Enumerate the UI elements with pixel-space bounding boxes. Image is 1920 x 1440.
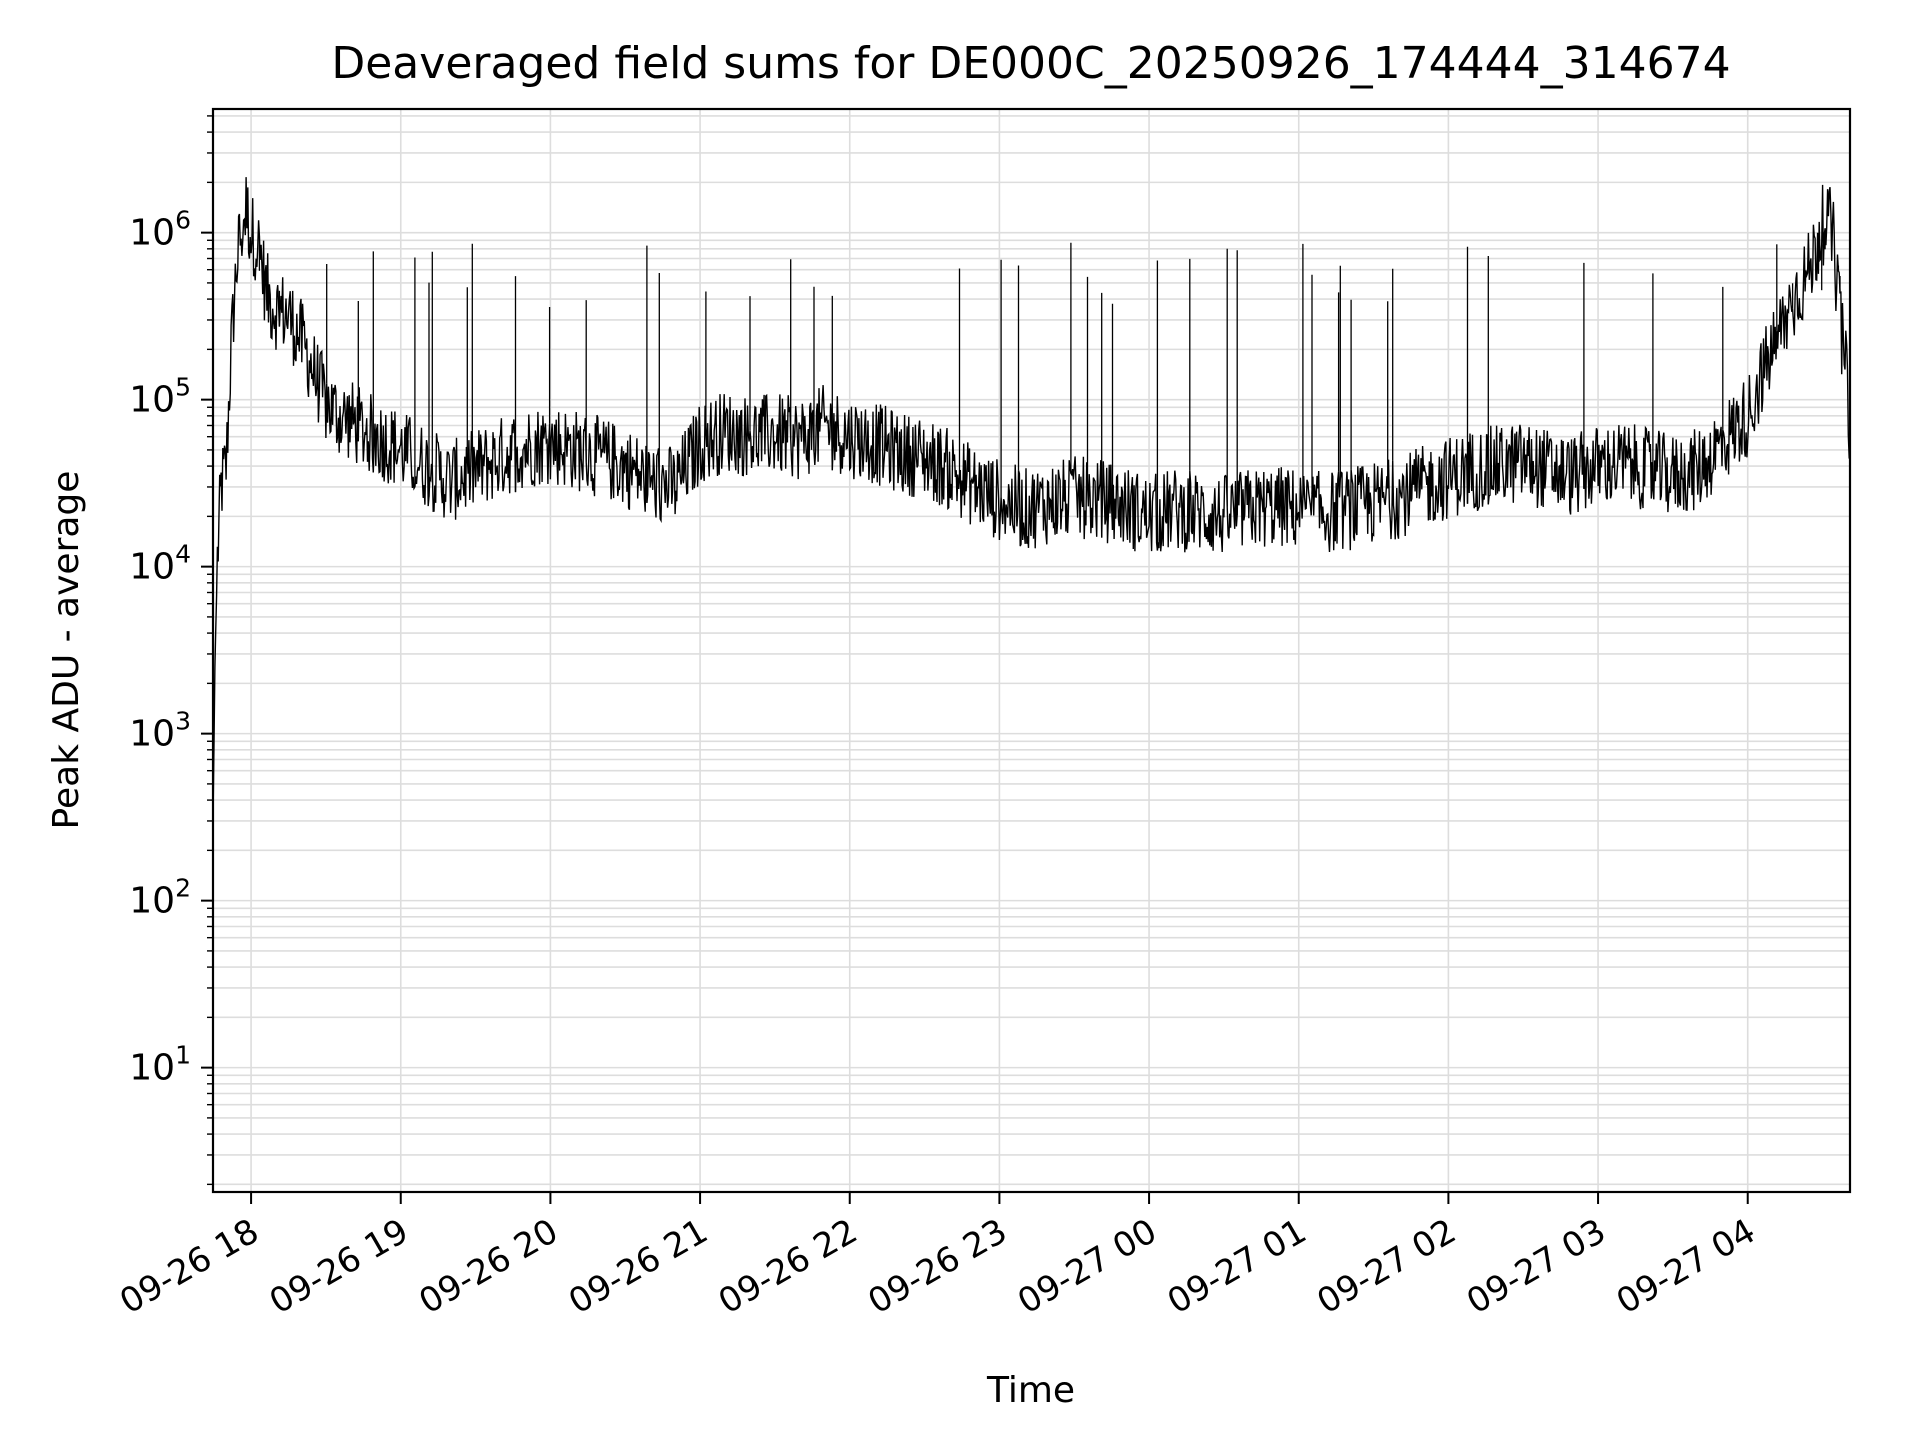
y-axis-ticks: 101 102 103 104 105 106 bbox=[129, 206, 213, 1089]
y-tick-label: 102 bbox=[129, 874, 191, 922]
series-layer bbox=[212, 177, 1851, 822]
y-tick-label: 104 bbox=[129, 540, 191, 588]
y-axis-label: Peak ADU - average bbox=[46, 471, 87, 830]
plot-frame bbox=[211, 107, 1852, 1194]
x-axis-label: Time bbox=[986, 1370, 1075, 1411]
y-tick-label: 103 bbox=[129, 707, 191, 755]
chart-title: Deaveraged field sums for DE000C_2025092… bbox=[331, 38, 1730, 89]
series-line bbox=[212, 177, 1851, 822]
noise-spikes bbox=[258, 228, 1841, 551]
grid-lines bbox=[213, 109, 1850, 1192]
y-tick-label: 101 bbox=[129, 1041, 191, 1089]
y-tick-label: 105 bbox=[129, 373, 191, 421]
y-tick-label: 106 bbox=[129, 206, 191, 254]
